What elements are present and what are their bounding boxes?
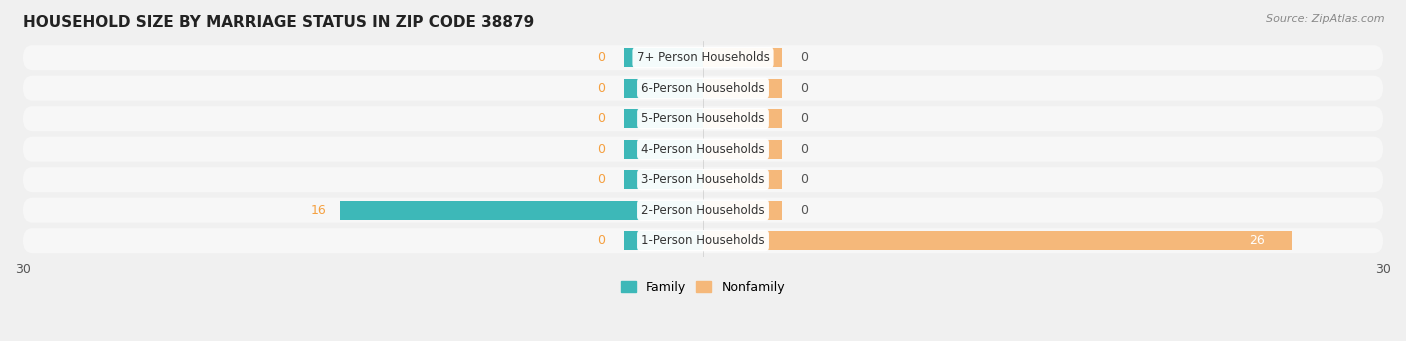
FancyBboxPatch shape (22, 198, 1384, 223)
Text: 0: 0 (598, 173, 606, 186)
Text: 6-Person Households: 6-Person Households (641, 81, 765, 95)
Text: 3-Person Households: 3-Person Households (641, 173, 765, 186)
Text: 5-Person Households: 5-Person Households (641, 112, 765, 125)
FancyBboxPatch shape (22, 106, 1384, 131)
Text: 0: 0 (800, 81, 808, 95)
Bar (624, 48, 703, 67)
Bar (703, 79, 782, 98)
Bar (624, 79, 703, 98)
Text: 0: 0 (800, 112, 808, 125)
Text: 0: 0 (800, 143, 808, 155)
Text: 0: 0 (598, 143, 606, 155)
FancyBboxPatch shape (22, 45, 1384, 70)
FancyBboxPatch shape (22, 228, 1384, 253)
Text: 0: 0 (598, 234, 606, 247)
Legend: Family, Nonfamily: Family, Nonfamily (616, 276, 790, 299)
FancyBboxPatch shape (22, 76, 1384, 101)
Text: 26: 26 (1250, 234, 1265, 247)
Text: 1-Person Households: 1-Person Households (641, 234, 765, 247)
Text: 4-Person Households: 4-Person Households (641, 143, 765, 155)
FancyBboxPatch shape (22, 137, 1384, 162)
Text: 16: 16 (311, 204, 326, 217)
Bar (624, 231, 703, 250)
Bar (703, 231, 1292, 250)
Text: 0: 0 (800, 51, 808, 64)
Text: 0: 0 (800, 173, 808, 186)
Text: HOUSEHOLD SIZE BY MARRIAGE STATUS IN ZIP CODE 38879: HOUSEHOLD SIZE BY MARRIAGE STATUS IN ZIP… (22, 15, 534, 30)
Text: 0: 0 (598, 112, 606, 125)
Text: 2-Person Households: 2-Person Households (641, 204, 765, 217)
Text: 0: 0 (800, 204, 808, 217)
Text: 0: 0 (598, 81, 606, 95)
FancyBboxPatch shape (22, 167, 1384, 192)
Bar (624, 140, 703, 159)
Bar (703, 109, 782, 128)
Bar (624, 109, 703, 128)
Text: 0: 0 (598, 51, 606, 64)
Bar (703, 48, 782, 67)
Bar (624, 170, 703, 189)
Bar (703, 201, 782, 220)
Text: 7+ Person Households: 7+ Person Households (637, 51, 769, 64)
Bar (703, 170, 782, 189)
Bar (703, 140, 782, 159)
Text: Source: ZipAtlas.com: Source: ZipAtlas.com (1267, 14, 1385, 24)
Bar (340, 201, 703, 220)
